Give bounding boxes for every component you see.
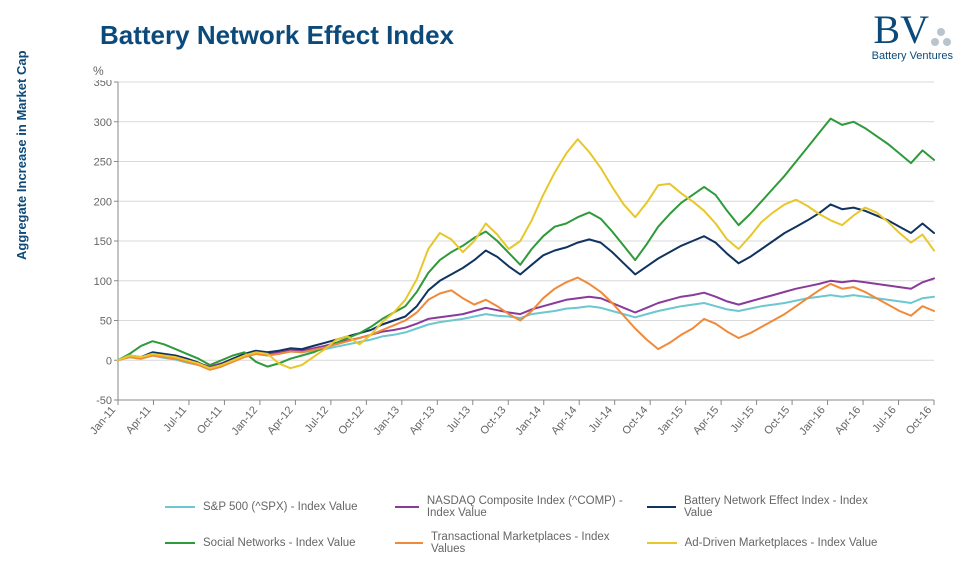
svg-text:Oct-14: Oct-14 xyxy=(620,404,650,437)
legend-swatch xyxy=(647,542,677,544)
brand-logo-dots-icon xyxy=(931,28,953,50)
brand-logo-subtitle: Battery Ventures xyxy=(872,50,953,62)
legend-swatch xyxy=(647,506,676,508)
svg-text:250: 250 xyxy=(94,157,112,169)
legend-label: Transactional Marketplaces - Index Value… xyxy=(431,531,633,555)
svg-text:Jan-12: Jan-12 xyxy=(229,404,260,437)
svg-text:Jul-14: Jul-14 xyxy=(587,404,615,435)
svg-text:Oct-16: Oct-16 xyxy=(904,404,934,437)
svg-text:Jul-13: Jul-13 xyxy=(445,404,473,435)
svg-text:Jul-12: Jul-12 xyxy=(303,404,331,435)
svg-text:100: 100 xyxy=(94,276,112,288)
brand-logo: BV Battery Ventures xyxy=(872,10,953,62)
svg-text:Jul-11: Jul-11 xyxy=(161,404,189,434)
svg-text:Oct-13: Oct-13 xyxy=(478,404,508,437)
series-ads xyxy=(118,139,934,368)
svg-text:Oct-15: Oct-15 xyxy=(762,404,792,437)
svg-text:Jan-11: Jan-11 xyxy=(88,404,118,437)
legend: S&P 500 (^SPX) - Index Value NASDAQ Compo… xyxy=(165,495,895,555)
brand-logo-mark: BV xyxy=(872,10,953,50)
plot-area: -50050100150200250300350Jan-11Apr-11Jul-… xyxy=(80,80,940,420)
svg-text:Apr-16: Apr-16 xyxy=(833,404,863,437)
svg-text:Jan-13: Jan-13 xyxy=(371,404,402,437)
svg-text:50: 50 xyxy=(100,316,112,328)
svg-text:350: 350 xyxy=(94,80,112,89)
svg-text:Oct-11: Oct-11 xyxy=(195,404,225,436)
legend-item-bnei: Battery Network Effect Index - Index Val… xyxy=(647,495,895,519)
svg-text:Jan-15: Jan-15 xyxy=(655,404,686,437)
line-chart: -50050100150200250300350Jan-11Apr-11Jul-… xyxy=(80,80,940,475)
svg-text:200: 200 xyxy=(94,196,112,208)
series-social xyxy=(118,119,934,367)
y-axis-label: Aggregate Increase in Market Cap xyxy=(14,50,29,260)
legend-swatch xyxy=(395,506,419,508)
legend-item-social: Social Networks - Index Value xyxy=(165,531,381,555)
svg-text:Jul-15: Jul-15 xyxy=(728,404,756,435)
svg-text:Oct-12: Oct-12 xyxy=(336,404,366,437)
y-axis-unit: % xyxy=(93,64,104,78)
legend-label: Battery Network Effect Index - Index Val… xyxy=(684,495,895,519)
svg-text:Jul-16: Jul-16 xyxy=(870,404,898,435)
legend-label: S&P 500 (^SPX) - Index Value xyxy=(203,501,358,513)
legend-label: NASDAQ Composite Index (^COMP) - Index V… xyxy=(427,495,633,519)
brand-logo-text: BV xyxy=(873,10,929,50)
svg-text:Jan-16: Jan-16 xyxy=(797,404,828,437)
svg-text:300: 300 xyxy=(94,117,112,129)
svg-text:Apr-11: Apr-11 xyxy=(124,404,154,436)
legend-item-ads: Ad-Driven Marketplaces - Index Value xyxy=(647,531,895,555)
legend-label: Ad-Driven Marketplaces - Index Value xyxy=(685,537,878,549)
legend-swatch xyxy=(395,542,423,544)
svg-text:Apr-13: Apr-13 xyxy=(407,404,437,437)
svg-text:Jan-14: Jan-14 xyxy=(513,404,544,437)
svg-text:0: 0 xyxy=(106,355,112,367)
legend-swatch xyxy=(165,542,195,544)
svg-text:Apr-12: Apr-12 xyxy=(265,404,295,437)
legend-swatch xyxy=(165,506,195,508)
legend-label: Social Networks - Index Value xyxy=(203,537,356,549)
legend-item-sp500: S&P 500 (^SPX) - Index Value xyxy=(165,495,381,519)
legend-item-trans: Transactional Marketplaces - Index Value… xyxy=(395,531,633,555)
svg-text:Apr-14: Apr-14 xyxy=(549,404,579,437)
chart-title: Battery Network Effect Index xyxy=(100,20,454,51)
chart-container: Battery Network Effect Index BV Battery … xyxy=(0,0,975,567)
svg-text:Apr-15: Apr-15 xyxy=(691,404,721,437)
svg-text:150: 150 xyxy=(94,236,112,248)
legend-item-nasdaq: NASDAQ Composite Index (^COMP) - Index V… xyxy=(395,495,633,519)
